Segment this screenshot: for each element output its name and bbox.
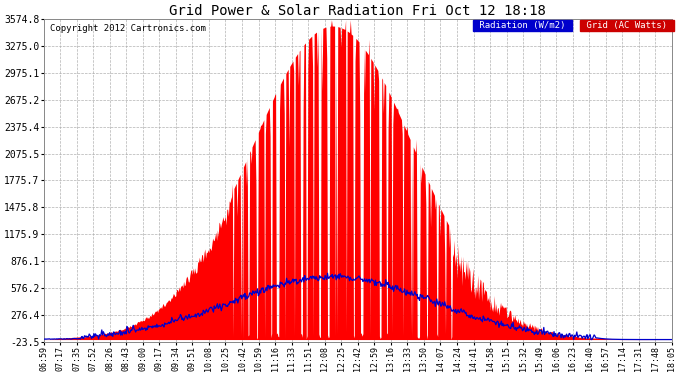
- Title: Grid Power & Solar Radiation Fri Oct 12 18:18: Grid Power & Solar Radiation Fri Oct 12 …: [169, 4, 546, 18]
- Text: Copyright 2012 Cartronics.com: Copyright 2012 Cartronics.com: [50, 24, 206, 33]
- Text: Grid (AC Watts): Grid (AC Watts): [581, 21, 672, 30]
- Text: Radiation (W/m2): Radiation (W/m2): [474, 21, 571, 30]
